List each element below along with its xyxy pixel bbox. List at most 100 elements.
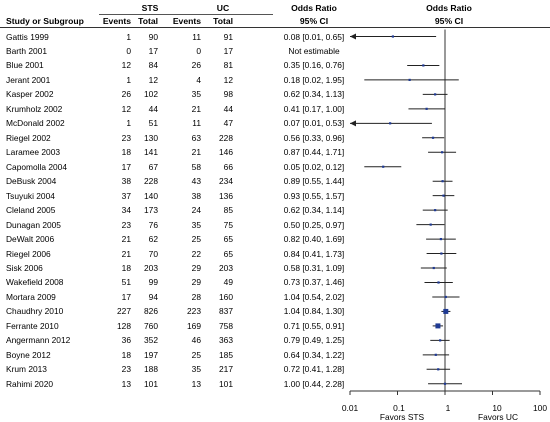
uc-total: 185: [219, 349, 233, 360]
ci-clip-arrow: [350, 33, 356, 40]
sts-events: 0: [126, 45, 131, 56]
effect-marker: [441, 180, 444, 183]
sts-total: 130: [144, 132, 158, 143]
study-name: Krum 2013: [6, 364, 47, 375]
sts-total: 826: [144, 306, 158, 317]
study-name: Dunagan 2005: [6, 219, 61, 230]
tick-label: 10: [492, 403, 502, 413]
total2-header: Total: [213, 16, 233, 26]
sts-events: 36: [121, 335, 131, 346]
odds-ratio-ci: 0.07 [0.01, 0.53]: [283, 118, 345, 129]
uc-events: 46: [191, 335, 201, 346]
odds-ratio-ci: 0.82 [0.40, 1.69]: [283, 234, 345, 245]
or-header-left: Odds Ratio: [291, 3, 337, 13]
sts-total: 173: [144, 205, 158, 216]
effect-marker: [442, 194, 445, 197]
uc-events: 35: [191, 219, 201, 230]
sts-total: 101: [144, 378, 158, 389]
odds-ratio-ci: Not estimable: [288, 45, 340, 56]
uc-total: 81: [223, 60, 233, 71]
study-name: Boyne 2012: [6, 349, 51, 360]
study-name: Jerant 2001: [6, 74, 51, 85]
uc-events: 58: [191, 161, 201, 172]
odds-ratio-ci: 0.73 [0.37, 1.46]: [283, 277, 345, 288]
group1-header: STS: [141, 3, 159, 13]
uc-events: 38: [191, 190, 201, 201]
sts-events: 23: [121, 364, 131, 375]
study-name: Riegel 2006: [6, 248, 51, 259]
study-name: Krumholz 2002: [6, 103, 63, 114]
sts-total: 99: [148, 277, 158, 288]
sts-total: 94: [148, 291, 158, 302]
sts-total: 62: [148, 234, 158, 245]
study-name: Capomolla 2004: [6, 161, 67, 172]
uc-total: 17: [223, 45, 233, 56]
effect-marker: [389, 122, 392, 125]
uc-events: 21: [191, 147, 201, 158]
tick-label: 0.1: [393, 403, 405, 413]
odds-ratio-ci: 0.79 [0.49, 1.25]: [283, 335, 345, 346]
ci-subheader-right: 95% CI: [434, 16, 464, 26]
sts-events: 18: [121, 263, 131, 274]
effect-marker: [382, 165, 385, 168]
sts-events: 13: [121, 378, 131, 389]
effect-marker: [437, 281, 440, 284]
sts-total: 760: [144, 320, 158, 331]
uc-total: 160: [219, 291, 233, 302]
study-name: Wakefield 2008: [6, 277, 64, 288]
study-name: Ferrante 2010: [6, 320, 59, 331]
study-name: DeBusk 2004: [6, 176, 57, 187]
effect-marker: [441, 151, 444, 154]
uc-events: 0: [196, 45, 201, 56]
study-name: Tsuyuki 2004: [6, 190, 55, 201]
uc-events: 43: [191, 176, 201, 187]
uc-total: 47: [223, 118, 233, 129]
uc-total: 837: [219, 306, 233, 317]
sts-events: 34: [121, 205, 131, 216]
odds-ratio-ci: 0.71 [0.55, 0.91]: [283, 320, 345, 331]
uc-events: 223: [187, 306, 201, 317]
effect-marker: [435, 323, 441, 329]
odds-ratio-ci: 0.05 [0.02, 0.12]: [283, 161, 345, 172]
uc-total: 85: [223, 205, 233, 216]
events1-header: Events: [102, 16, 131, 26]
uc-total: 228: [219, 132, 233, 143]
uc-events: 13: [191, 378, 201, 389]
uc-total: 66: [223, 161, 233, 172]
uc-events: 35: [191, 89, 201, 100]
uc-events: 25: [191, 234, 201, 245]
odds-ratio-ci: 0.93 [0.55, 1.57]: [283, 190, 345, 201]
sts-total: 44: [148, 103, 158, 114]
study-name: Kasper 2002: [6, 89, 54, 100]
sts-total: 84: [148, 60, 158, 71]
study-name: Angermann 2012: [6, 335, 71, 346]
uc-total: 65: [223, 234, 233, 245]
study-name: Sisk 2006: [6, 263, 43, 274]
odds-ratio-ci: 0.08 [0.01, 0.65]: [283, 31, 345, 42]
sts-events: 12: [121, 103, 131, 114]
uc-events: 29: [191, 263, 201, 274]
sts-total: 352: [144, 335, 158, 346]
sts-events: 18: [121, 147, 131, 158]
odds-ratio-ci: 0.87 [0.44, 1.71]: [283, 147, 345, 158]
odds-ratio-ci: 0.84 [0.41, 1.73]: [283, 248, 345, 259]
sts-total: 197: [144, 349, 158, 360]
tick-label: 1: [445, 403, 451, 413]
effect-marker: [434, 93, 437, 96]
sts-events: 26: [121, 89, 131, 100]
uc-total: 49: [223, 277, 233, 288]
uc-events: 29: [191, 277, 201, 288]
sts-total: 51: [148, 118, 158, 129]
sts-total: 141: [144, 147, 158, 158]
ci-subheader-left: 95% CI: [299, 16, 329, 26]
uc-total: 234: [219, 176, 233, 187]
effect-marker: [432, 266, 435, 270]
uc-total: 75: [223, 219, 233, 230]
odds-ratio-ci: 1.00 [0.44, 2.28]: [283, 378, 345, 389]
sts-total: 70: [148, 248, 158, 259]
effect-marker: [439, 339, 442, 342]
favors-right-label: Favors UC: [477, 412, 519, 422]
effect-marker: [429, 223, 432, 226]
sts-events: 12: [121, 60, 131, 71]
uc-total: 217: [219, 364, 233, 375]
